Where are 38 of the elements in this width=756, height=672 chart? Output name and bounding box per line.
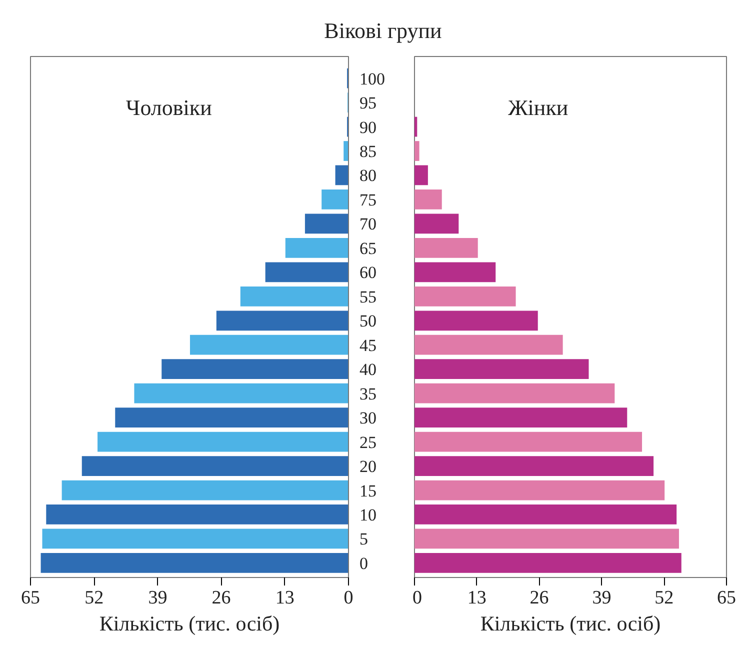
x-tick-label: 0 <box>344 588 354 608</box>
y-tick-label: 80 <box>360 166 376 186</box>
y-tick-label: 45 <box>360 336 376 355</box>
x-tick-label: 13 <box>275 588 294 608</box>
text: Чоловіки <box>126 94 212 120</box>
x-axis-title: Кількість (тис. осіб) <box>480 612 661 636</box>
y-tick-label: 10 <box>360 505 376 524</box>
y-tick-label: 85 <box>360 142 376 162</box>
y-tick-label: 65 <box>360 238 376 258</box>
x-tick-label: 65 <box>717 588 736 608</box>
x-tick-label: 26 <box>212 588 231 608</box>
text: Жінки <box>508 94 568 120</box>
x-tick-label: 0 <box>412 588 422 608</box>
x-tick-label: 52 <box>654 588 674 608</box>
x-tick-label: 26 <box>530 588 549 608</box>
x-tick-label: 39 <box>592 588 612 608</box>
x-tick-label: 65 <box>21 588 40 608</box>
y-tick-label: 15 <box>360 481 376 500</box>
y-tick-label: 75 <box>360 190 376 210</box>
y-tick-label: 95 <box>360 94 376 113</box>
y-tick-label: 70 <box>360 214 376 234</box>
y-tick-label: 20 <box>360 457 376 476</box>
y-tick-label: 0 <box>360 554 368 573</box>
y-tick-label: 90 <box>360 118 376 137</box>
chart-title: Вікові групи <box>324 17 442 45</box>
y-tick-label: 5 <box>360 530 368 549</box>
y-tick-label: 55 <box>360 287 376 306</box>
y-tick-label: 60 <box>360 263 376 282</box>
y-tick-label: 35 <box>360 384 376 404</box>
y-tick-label: 30 <box>360 408 376 428</box>
x-tick-label: 52 <box>84 588 104 608</box>
y-tick-label: 25 <box>360 432 376 452</box>
x-axis-title: Кількість (тис. осіб) <box>99 612 280 636</box>
y-tick-label: 40 <box>360 360 376 380</box>
x-tick-label: 13 <box>467 588 486 608</box>
y-tick-label: 50 <box>360 312 376 331</box>
y-tick-label: 100 <box>360 69 385 88</box>
x-tick-label: 39 <box>148 588 168 608</box>
